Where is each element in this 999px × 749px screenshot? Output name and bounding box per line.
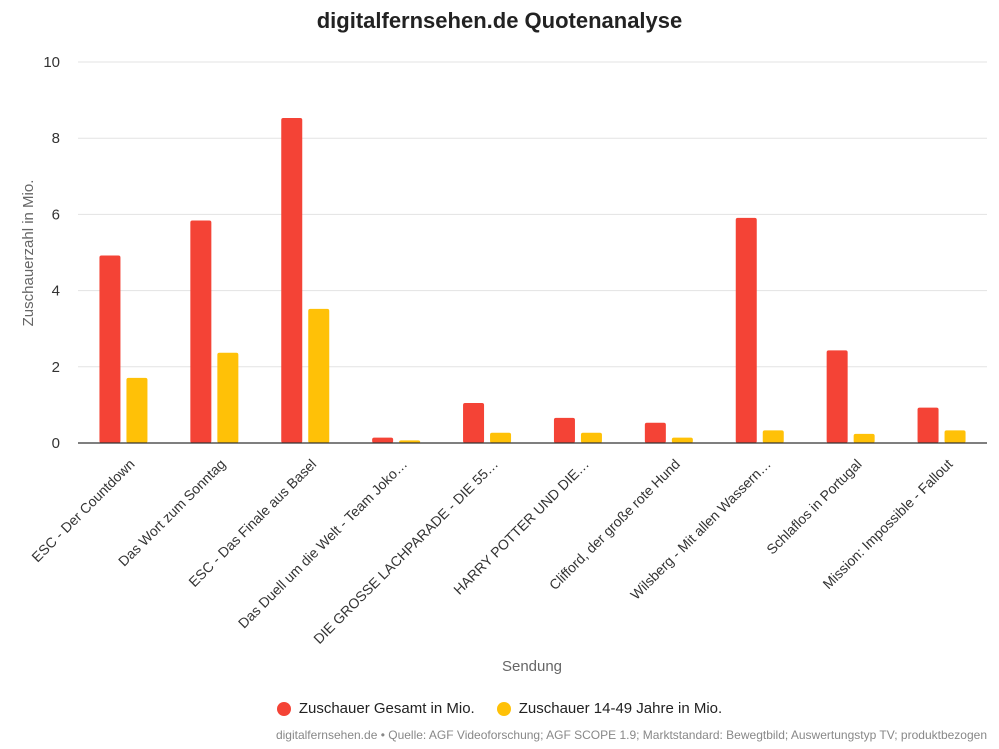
source-note: digitalfernsehen.de • Quelle: AGF Videof… [275,728,987,742]
bar-14-49[interactable] [217,352,239,443]
bars [99,118,966,443]
bar-14-49[interactable] [126,377,148,443]
legend-label-14-49: Zuschauer 14-49 Jahre in Mio. [518,700,723,717]
bar-14-49[interactable] [308,308,330,443]
chart-title: digitalfernsehen.de Quotenanalyse [316,8,683,33]
legend-marker-gesamt [276,701,291,716]
bar-gesamt[interactable] [372,437,394,443]
bar-gesamt[interactable] [281,118,303,443]
y-tick-labels: 0 2 4 6 8 10 [43,54,60,452]
bar-14-49[interactable] [580,432,602,443]
bar-gesamt[interactable] [190,220,212,443]
legend-item-gesamt[interactable]: Zuschauer Gesamt in Mio. [276,700,475,717]
bar-14-49[interactable] [671,437,693,443]
bar-14-49[interactable] [853,433,875,443]
legend: Zuschauer Gesamt in Mio. Zuschauer 14-49… [0,700,999,717]
x-axis-label: Sendung [502,658,562,675]
y-tick-label: 2 [52,359,60,376]
x-tick-label: Das Duell um die Welt - Team Joko… [235,456,410,631]
legend-label-gesamt: Zuschauer Gesamt in Mio. [298,700,475,717]
x-tick-label: Schlaflos in Portugal [763,456,865,558]
y-tick-label: 4 [52,283,60,300]
x-tick-label: DIE GROSSE LACHPARADE - DIE 55… [310,456,501,647]
bar-gesamt[interactable] [644,422,666,443]
y-axis-label: Zuschauerzahl in Mio. [20,180,37,327]
bar-gesamt[interactable] [735,217,757,443]
bar-14-49[interactable] [399,440,421,443]
legend-item-14-49[interactable]: Zuschauer 14-49 Jahre in Mio. [496,700,723,717]
y-tick-label: 8 [52,130,60,147]
grid-lines [78,61,987,368]
legend-marker-14-49 [496,701,511,716]
y-tick-label: 10 [43,54,60,71]
bar-14-49[interactable] [944,430,966,443]
y-tick-label: 6 [52,206,60,223]
x-tick-label: ESC - Der Countdown [28,456,137,565]
bar-gesamt[interactable] [826,350,848,443]
bar-gesamt[interactable] [553,417,575,443]
bar-gesamt[interactable] [463,402,485,443]
bar-14-49[interactable] [762,430,784,443]
bar-gesamt[interactable] [99,255,121,443]
bar-14-49[interactable] [490,432,512,443]
y-tick-label: 0 [52,435,60,452]
bar-gesamt[interactable] [917,407,939,443]
